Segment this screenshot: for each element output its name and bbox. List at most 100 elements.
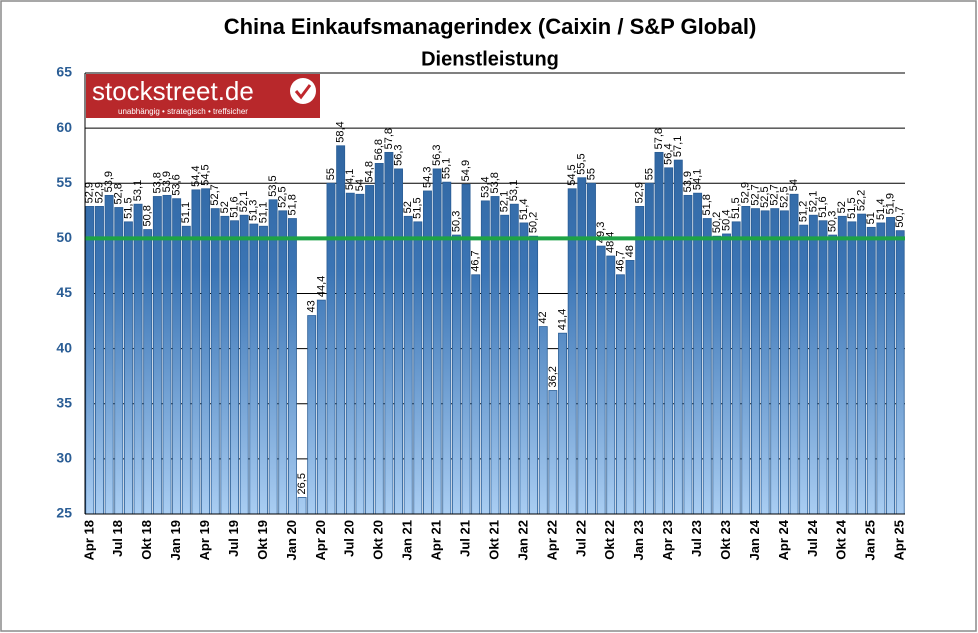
value-label: 50,7 [894, 206, 906, 227]
x-tick-label: Apr 22 [544, 520, 559, 560]
bar [461, 183, 471, 515]
bar [152, 196, 162, 515]
value-label: 53,9 [682, 171, 694, 192]
y-tick-label: 45 [56, 284, 72, 300]
value-label: 51,5 [730, 197, 742, 218]
x-tick-label: Apr 24 [776, 519, 791, 560]
bar [316, 299, 326, 515]
bar [538, 326, 548, 515]
bar [722, 233, 731, 515]
value-label: 52,2 [855, 190, 867, 211]
value-label: 36,2 [547, 366, 559, 387]
value-label: 52,7 [209, 184, 221, 205]
chart-subtitle: Dienstleistung [421, 48, 559, 70]
value-label: 54,5 [199, 164, 211, 185]
value-label: 53,8 [489, 172, 501, 193]
value-label: 54,1 [344, 169, 356, 190]
value-label: 42 [537, 311, 549, 323]
bar [529, 235, 539, 515]
x-tick-label: Jul 21 [457, 520, 472, 557]
bar [345, 192, 355, 515]
logo-name: stockstreet.de [92, 76, 254, 106]
value-label: 51,5 [122, 197, 134, 218]
value-label: 41,4 [556, 309, 568, 330]
value-label: 51,2 [798, 201, 810, 222]
bar [181, 225, 191, 515]
value-label: 57,8 [653, 128, 665, 149]
bar [760, 210, 770, 515]
y-tick-label: 60 [56, 119, 72, 135]
value-label: 53,4 [479, 176, 491, 197]
x-tick-label: Okt 18 [139, 520, 154, 560]
x-tick-label: Apr 20 [313, 520, 328, 560]
y-tick-label: 40 [56, 339, 72, 355]
bar [731, 221, 741, 515]
bar [837, 215, 847, 515]
logo: stockstreet.de unabhängig • strategisch … [86, 74, 320, 118]
y-tick-label: 55 [56, 174, 72, 190]
bar [558, 332, 567, 515]
value-label: 55,1 [441, 158, 453, 179]
value-label: 54,1 [691, 169, 703, 190]
bar [693, 192, 703, 515]
x-tick-label: Jan 20 [284, 520, 299, 560]
value-label: 52,9 [93, 182, 105, 203]
bar [384, 151, 394, 515]
value-label: 51,8 [701, 194, 713, 215]
x-tick-label: Jan 19 [168, 520, 183, 560]
value-label: 55 [325, 168, 337, 180]
bar [133, 203, 143, 515]
value-label: 52,5 [277, 186, 289, 207]
x-tick-label: Apr 19 [197, 520, 212, 560]
x-tick-label: Apr 18 [81, 520, 96, 560]
value-label: 55,5 [576, 153, 588, 174]
bar [249, 223, 259, 515]
value-label: 53,9 [161, 171, 173, 192]
bar [162, 194, 172, 515]
bar [635, 206, 645, 515]
bar [596, 245, 606, 515]
bar [297, 497, 307, 515]
value-label: 56,4 [663, 143, 675, 164]
bar [336, 145, 346, 515]
bar [847, 221, 857, 515]
bar [95, 206, 104, 515]
y-tick-label: 50 [56, 229, 72, 245]
value-label: 57,8 [383, 128, 395, 149]
bar [259, 225, 268, 515]
value-label: 50,4 [720, 210, 732, 231]
value-label: 51,5 [412, 197, 424, 218]
bar [230, 220, 239, 515]
value-label: 57,1 [672, 136, 684, 157]
y-tick-label: 35 [56, 394, 72, 410]
value-label: 52 [836, 201, 848, 213]
value-label: 51,9 [884, 193, 896, 214]
chart-title: China Einkaufsmanagerindex (Caixin / S&P… [224, 14, 757, 39]
value-label: 53,1 [508, 180, 520, 201]
value-label: 58,4 [335, 121, 347, 142]
value-label: 56,3 [431, 144, 443, 165]
x-tick-label: Jan 22 [515, 520, 530, 560]
x-tick-label: Apr 21 [429, 520, 444, 560]
value-label: 52,9 [634, 182, 646, 203]
value-label: 54,3 [421, 167, 433, 188]
value-label: 52,7 [749, 184, 761, 205]
value-label: 46,7 [614, 250, 626, 271]
value-label: 50,2 [711, 212, 723, 233]
bar [374, 163, 384, 515]
bar [509, 203, 519, 515]
x-tick-label: Jul 19 [226, 520, 241, 557]
value-label: 44,4 [315, 276, 327, 297]
value-label: 52,1 [238, 191, 250, 212]
value-label: 52,8 [113, 183, 125, 204]
value-label: 55 [643, 168, 655, 180]
bar [451, 234, 461, 515]
logo-check [294, 84, 312, 100]
value-label: 51,1 [180, 202, 192, 223]
value-label: 48,4 [605, 232, 617, 253]
x-tick-label: Okt 21 [486, 520, 501, 560]
value-label: 51,3 [248, 200, 260, 221]
bar [876, 222, 886, 515]
x-tick-label: Jul 22 [573, 520, 588, 557]
bar [741, 206, 751, 515]
